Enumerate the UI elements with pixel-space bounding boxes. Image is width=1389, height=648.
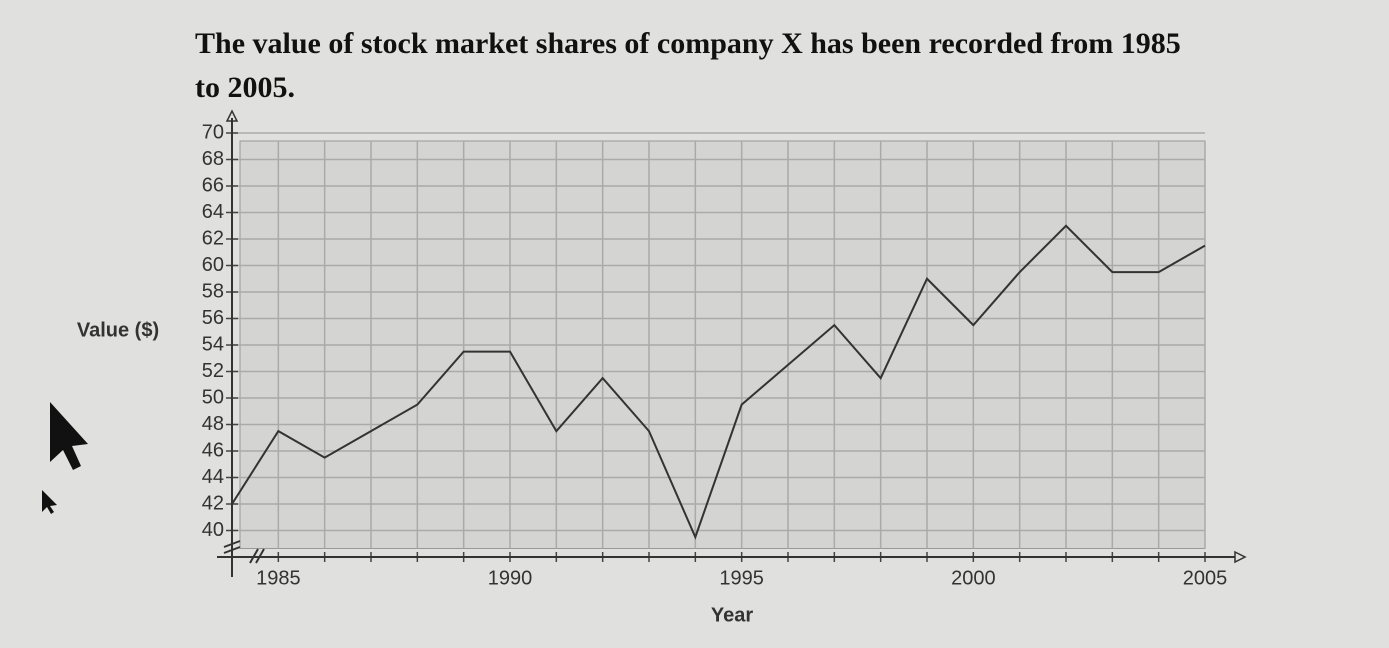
y-tick-label: 60 [202,254,224,276]
y-tick-label: 46 [202,439,224,461]
cursor-small [42,490,57,514]
y-axis-label: Value ($) [77,319,159,341]
line [231,224,1206,540]
y-tick-label: 66 [202,174,224,196]
x-tick-label: 1995 [719,567,764,589]
cursor [50,402,88,470]
y-arrow [225,109,239,122]
y-tick-label: 56 [202,307,224,329]
x-arrow [1234,550,1247,564]
y-tick-label: 40 [202,519,224,541]
x-tick-label: 2005 [1183,567,1228,589]
y-tick-label: 62 [202,227,224,249]
y-tick-label: 44 [202,466,224,488]
x-axis-label: Year [711,604,753,626]
y-tick-label: 70 [202,121,224,143]
y-tick-label: 68 [202,148,224,170]
x-tick-label: 1985 [256,567,301,589]
y-tick-label: 64 [202,201,224,223]
x-tick-label: 2000 [951,567,996,589]
y-tick-label: 48 [202,413,224,435]
axis-break [223,540,265,564]
y-tick-label: 42 [202,492,224,514]
y-tick-label: 54 [202,333,224,355]
y-tick-label: 58 [202,280,224,302]
y-tick-label: 52 [202,360,224,382]
x-tick-label: 1990 [488,567,533,589]
y-tick-label: 50 [202,386,224,408]
chart-title-line1: The value of stock market shares of comp… [195,27,1181,104]
